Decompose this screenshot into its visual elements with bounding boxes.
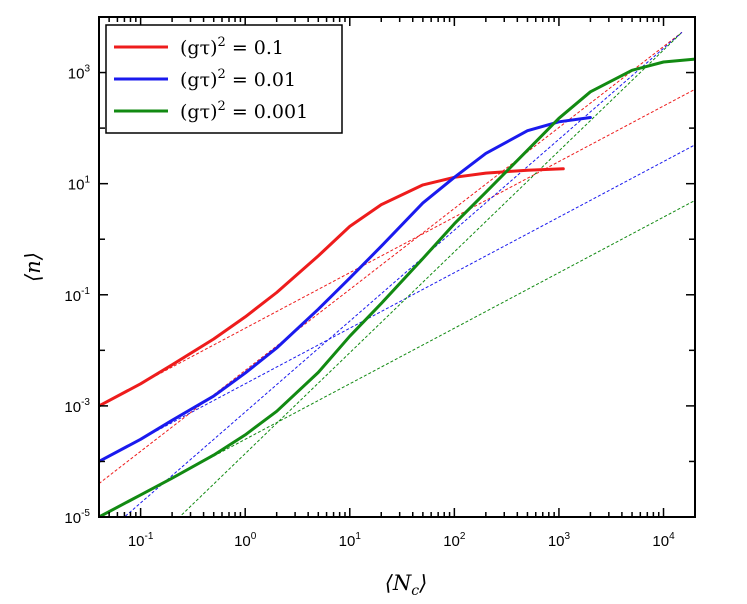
x-tick-label: 103 — [548, 531, 571, 550]
asymptote-line-3 — [123, 31, 683, 517]
legend-label-3: (gτ)2 = 0.001 — [180, 99, 308, 123]
asymptote-line-2 — [99, 88, 695, 407]
y-tick-label: 10-1 — [64, 286, 90, 305]
asymptote-line-1 — [99, 31, 683, 484]
x-tick-label: 102 — [443, 531, 466, 550]
data-series — [99, 57, 695, 517]
x-tick-label: 100 — [234, 531, 257, 550]
x-tick-label: 10-1 — [128, 531, 154, 550]
asymptote-line-4 — [99, 144, 695, 462]
series-line-1 — [99, 167, 565, 408]
y-tick-label: 10-3 — [64, 397, 90, 416]
y-axis-label: ⟨n⟩ — [21, 252, 45, 282]
x-tick-label: 101 — [339, 531, 362, 550]
legend-label-2: (gτ)2 = 0.01 — [180, 67, 296, 91]
series-line-3 — [99, 57, 695, 517]
legend-label-1: (gτ)2 = 0.1 — [180, 35, 284, 59]
y-tick-labels: 10-5 10-3 10-1 101 103 — [64, 64, 90, 527]
y-tick-label: 103 — [68, 64, 91, 83]
x-axis-label: ⟨Nc⟩ — [385, 571, 428, 599]
y-tick-label: 101 — [68, 175, 91, 194]
x-tick-label: 104 — [652, 531, 675, 550]
plot-frame — [98, 16, 696, 518]
x-tick-labels: 10-1 100 101 102 103 104 — [128, 531, 675, 550]
legend: (gτ)2 = 0.1 (gτ)2 = 0.01 (gτ)2 = 0.001 — [105, 24, 343, 134]
series-line-2 — [99, 116, 592, 463]
y-tick-label: 10-5 — [64, 508, 90, 527]
